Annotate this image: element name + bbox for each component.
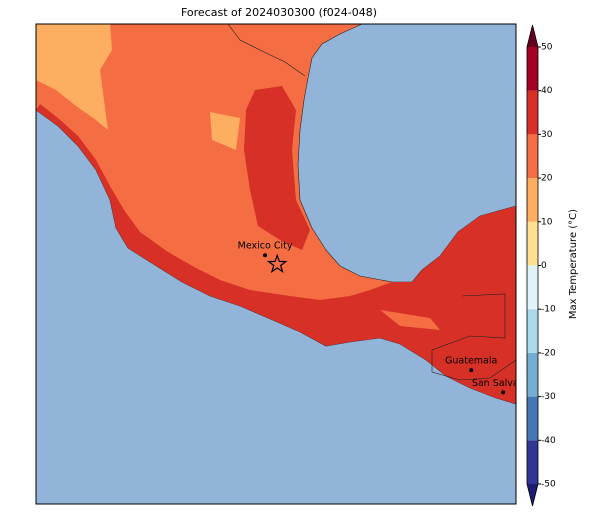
colorbar-band (527, 352, 538, 397)
star-marker (266, 253, 288, 274)
colorbar-over (527, 25, 538, 47)
colorbar-tick-label: 10 (541, 217, 553, 227)
map-area: Mexico City Guatemala San Salvador (36, 24, 535, 504)
colorbar-band (527, 440, 538, 484)
border (431, 293, 516, 381)
colorbar-tick-label: 30 (541, 130, 553, 140)
land-warm (210, 112, 240, 150)
city-label: San Salvador (472, 378, 535, 389)
colorbar-tick-label: -30 (541, 392, 556, 402)
colorbar-tick-label: 20 (541, 174, 553, 184)
cities: Mexico City Guatemala San Salvador (238, 241, 535, 395)
map-title: Forecast of 2024030300 (f024-048) (181, 6, 377, 19)
colorbar-tick-label: 50 (541, 43, 553, 53)
colorbar-label: Max Temperature (°C) (568, 209, 579, 319)
land-hot (36, 104, 516, 404)
colorbar-band (527, 178, 538, 222)
colorbar-tick-label: 40 (541, 86, 553, 96)
city-label: Guatemala (445, 356, 497, 367)
colorbar-under (527, 484, 538, 506)
colorbar-tick-label: -10 (541, 305, 556, 315)
colorbar-tick-label: -20 (541, 348, 556, 358)
land-mild (380, 310, 440, 330)
city-dot (501, 390, 506, 395)
colorbar-tick-label: 0 (541, 261, 547, 271)
city-dot (263, 253, 268, 258)
colorbar-tick-label: -40 (541, 436, 556, 446)
border (227, 24, 306, 77)
colorbar-band (527, 396, 538, 441)
land-hot (244, 86, 310, 250)
map-frame (35, 23, 517, 505)
city-label: Mexico City (238, 241, 293, 252)
colorbar-band (527, 90, 538, 135)
colorbar-tick-label: -50 (541, 480, 556, 490)
colorbar-band (527, 221, 538, 266)
colorbar: -50 -40 -30 -20 -10 0 10 20 30 40 50 (526, 24, 556, 507)
colorbar-band (527, 309, 538, 353)
colorbar-band (527, 134, 538, 179)
land-warm (36, 24, 112, 130)
colorbar-band (527, 47, 538, 91)
city-dot (469, 368, 474, 373)
colorbar-band (527, 265, 538, 310)
